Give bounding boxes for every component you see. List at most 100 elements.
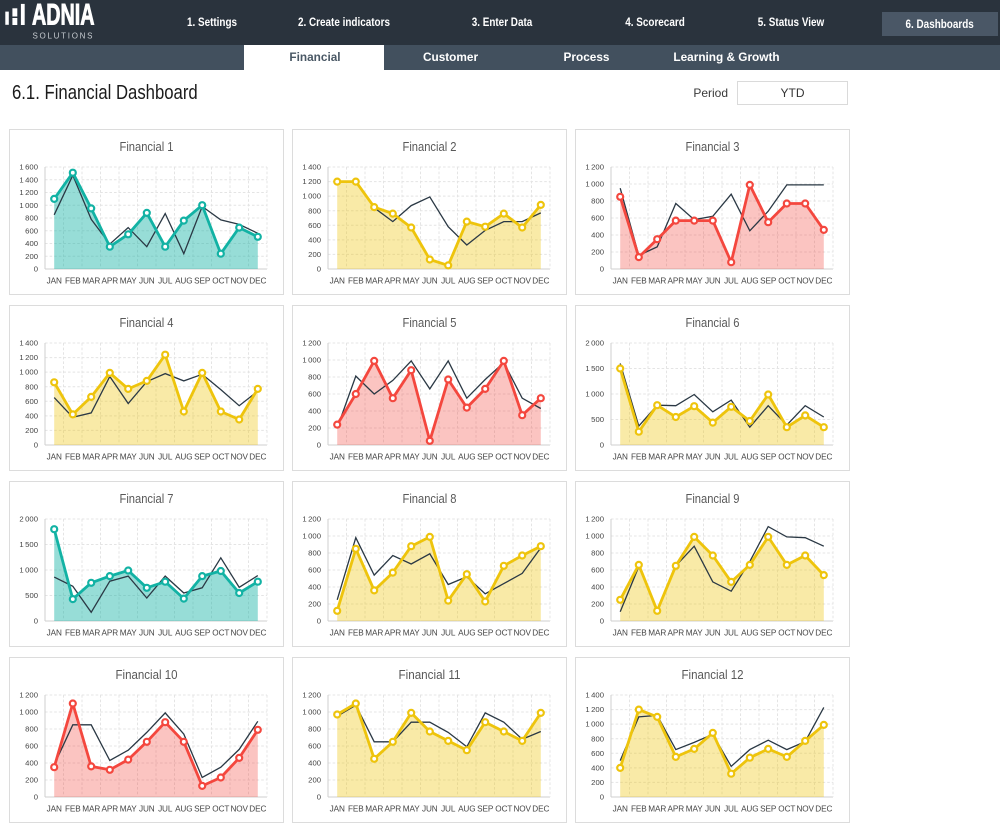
svg-text:MAY: MAY xyxy=(403,805,420,814)
svg-text:NOV: NOV xyxy=(230,805,248,814)
svg-text:1 200: 1 200 xyxy=(302,515,321,524)
svg-text:AUG: AUG xyxy=(458,453,475,462)
svg-text:FEB: FEB xyxy=(65,805,81,814)
svg-text:200: 200 xyxy=(591,248,604,257)
svg-text:Financial 2: Financial 2 xyxy=(403,139,457,154)
svg-text:JUN: JUN xyxy=(139,453,155,462)
svg-text:600: 600 xyxy=(308,566,321,575)
svg-text:NOV: NOV xyxy=(230,629,248,638)
svg-text:JUN: JUN xyxy=(422,453,438,462)
svg-text:AUG: AUG xyxy=(741,629,758,638)
svg-text:SEP: SEP xyxy=(760,629,777,638)
svg-text:OCT: OCT xyxy=(212,453,229,462)
svg-text:SEP: SEP xyxy=(194,277,211,286)
svg-text:400: 400 xyxy=(308,236,321,245)
svg-text:Financial 8: Financial 8 xyxy=(403,491,457,506)
svg-text:1 200: 1 200 xyxy=(585,705,604,714)
svg-text:800: 800 xyxy=(25,382,38,391)
svg-text:NOV: NOV xyxy=(513,277,531,286)
svg-text:FEB: FEB xyxy=(631,805,647,814)
svg-text:JUN: JUN xyxy=(422,805,438,814)
svg-text:800: 800 xyxy=(308,373,321,382)
svg-text:Financial 5: Financial 5 xyxy=(403,315,457,330)
svg-text:800: 800 xyxy=(25,214,38,223)
svg-text:JUN: JUN xyxy=(139,805,155,814)
svg-text:MAR: MAR xyxy=(365,453,383,462)
svg-text:JUL: JUL xyxy=(158,629,173,638)
svg-text:800: 800 xyxy=(591,734,604,743)
svg-text:AUG: AUG xyxy=(741,805,758,814)
svg-text:JAN: JAN xyxy=(613,805,628,814)
svg-text:JUN: JUN xyxy=(139,277,155,286)
svg-text:0: 0 xyxy=(317,441,321,450)
svg-text:Financial 11: Financial 11 xyxy=(399,667,461,682)
svg-text:DEC: DEC xyxy=(249,277,266,286)
svg-text:800: 800 xyxy=(308,725,321,734)
svg-text:DEC: DEC xyxy=(815,453,832,462)
svg-text:1 000: 1 000 xyxy=(302,192,321,201)
svg-text:MAY: MAY xyxy=(686,629,703,638)
svg-text:600: 600 xyxy=(591,749,604,758)
svg-text:1 400: 1 400 xyxy=(585,691,604,700)
svg-text:MAR: MAR xyxy=(365,277,383,286)
svg-text:1 200: 1 200 xyxy=(19,188,38,197)
svg-text:APR: APR xyxy=(668,629,685,638)
svg-text:OCT: OCT xyxy=(778,805,795,814)
svg-text:DEC: DEC xyxy=(815,277,832,286)
svg-text:DEC: DEC xyxy=(815,805,832,814)
svg-text:APR: APR xyxy=(102,629,119,638)
svg-text:400: 400 xyxy=(591,764,604,773)
svg-text:JUL: JUL xyxy=(441,277,456,286)
svg-text:AUG: AUG xyxy=(175,277,192,286)
svg-text:DEC: DEC xyxy=(249,629,266,638)
svg-text:1 200: 1 200 xyxy=(19,691,38,700)
svg-text:SEP: SEP xyxy=(194,453,211,462)
svg-text:SEP: SEP xyxy=(760,277,777,286)
svg-text:400: 400 xyxy=(591,583,604,592)
svg-text:0: 0 xyxy=(317,793,321,802)
svg-text:MAR: MAR xyxy=(648,629,666,638)
svg-text:MAY: MAY xyxy=(120,453,137,462)
svg-text:0: 0 xyxy=(34,265,38,274)
svg-text:600: 600 xyxy=(308,390,321,399)
svg-text:JAN: JAN xyxy=(330,277,345,286)
svg-text:1 000: 1 000 xyxy=(585,180,604,189)
svg-text:1 000: 1 000 xyxy=(302,708,321,717)
svg-text:500: 500 xyxy=(591,415,604,424)
svg-text:400: 400 xyxy=(308,759,321,768)
svg-text:MAR: MAR xyxy=(648,277,666,286)
svg-text:FEB: FEB xyxy=(348,277,364,286)
svg-text:OCT: OCT xyxy=(778,277,795,286)
svg-text:200: 200 xyxy=(591,778,604,787)
svg-text:JAN: JAN xyxy=(47,453,62,462)
svg-text:AUG: AUG xyxy=(458,277,475,286)
svg-text:1 200: 1 200 xyxy=(19,353,38,362)
svg-text:SEP: SEP xyxy=(477,805,494,814)
svg-text:DEC: DEC xyxy=(532,453,549,462)
svg-text:FEB: FEB xyxy=(65,277,81,286)
svg-text:MAR: MAR xyxy=(365,805,383,814)
svg-text:OCT: OCT xyxy=(212,277,229,286)
svg-text:Financial 6: Financial 6 xyxy=(686,315,740,330)
svg-text:1 000: 1 000 xyxy=(302,356,321,365)
svg-text:JAN: JAN xyxy=(330,629,345,638)
svg-text:SEP: SEP xyxy=(194,629,211,638)
svg-text:JUN: JUN xyxy=(422,277,438,286)
svg-text:MAR: MAR xyxy=(82,453,100,462)
svg-text:0: 0 xyxy=(600,265,604,274)
svg-text:1 000: 1 000 xyxy=(585,390,604,399)
svg-text:200: 200 xyxy=(25,776,38,785)
svg-text:MAY: MAY xyxy=(120,805,137,814)
svg-text:JUN: JUN xyxy=(422,629,438,638)
svg-text:OCT: OCT xyxy=(495,805,512,814)
svg-text:1 000: 1 000 xyxy=(585,720,604,729)
svg-text:1 000: 1 000 xyxy=(19,201,38,210)
svg-text:JUL: JUL xyxy=(724,277,739,286)
svg-text:1 000: 1 000 xyxy=(19,708,38,717)
svg-text:0: 0 xyxy=(34,793,38,802)
svg-text:MAR: MAR xyxy=(648,453,666,462)
svg-text:OCT: OCT xyxy=(778,629,795,638)
svg-text:JUN: JUN xyxy=(139,629,155,638)
svg-text:400: 400 xyxy=(25,239,38,248)
svg-text:1 600: 1 600 xyxy=(19,163,38,172)
